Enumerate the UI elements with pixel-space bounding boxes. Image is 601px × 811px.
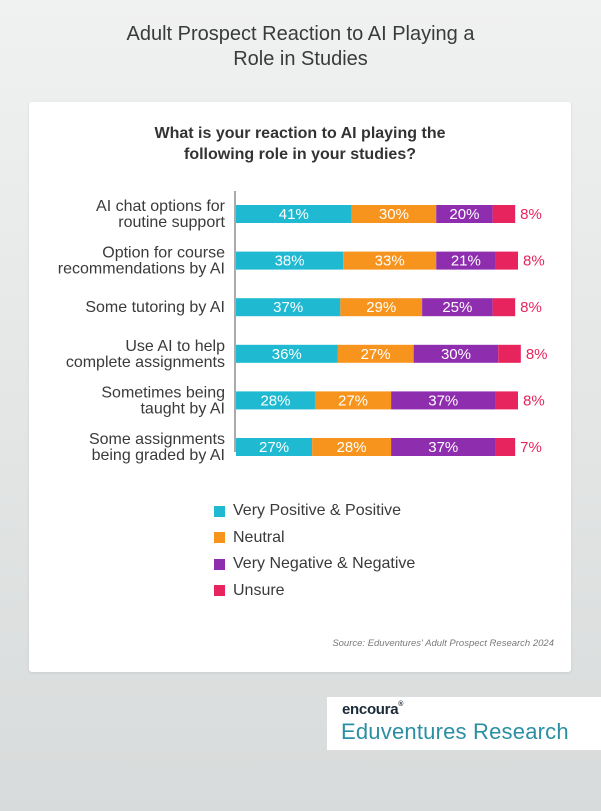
page-title: Adult Prospect Reaction to AI Playing a … [0,22,601,72]
bar-segment [391,438,496,456]
bar-segment [422,298,493,317]
page-title-line-2: Role in Studies [233,48,368,70]
bar-segment [236,205,352,223]
bar-segment [236,251,344,270]
source-note: Source: Eduventures' Adult Prospect Rese… [332,638,554,649]
legend-swatch [214,558,225,570]
data-label: 8% [526,346,548,363]
bar-segment [343,251,437,270]
category-label: Some tutoring by AI [85,299,225,316]
data-label: 41% [279,206,309,223]
bar-segment [351,205,437,223]
data-label: 30% [441,346,471,363]
data-label: 25% [442,299,472,316]
data-label: 8% [520,206,542,223]
data-label: 38% [275,253,305,270]
bar-segment [236,344,338,363]
data-label: 27% [361,346,391,363]
category-label: Option for course recommendations by AI [58,245,225,278]
legend-swatch [214,585,225,597]
data-label: 33% [375,253,405,270]
data-label: 8% [523,253,545,270]
data-label: 20% [449,206,479,223]
bar-segment [436,251,496,270]
data-label: 28% [260,392,290,409]
page-title-line-1: Adult Prospect Reaction to AI Playing a [126,23,475,45]
bar-segment [492,205,516,223]
data-label: 27% [338,392,368,409]
bar-segment [495,251,518,270]
bar-segment [312,438,392,456]
data-label: 21% [451,253,481,270]
data-label: 30% [379,206,409,223]
brand-logo: encoura® Eduventures Research [327,697,601,750]
bar-segment [236,298,341,317]
eduventures-logo: Eduventures Research [341,719,569,745]
bar-segment [495,438,516,456]
data-label: 37% [428,439,458,456]
data-label: 37% [428,392,458,409]
category-label: Use AI to help complete assignments [66,338,225,371]
bar-segment [498,344,521,363]
bar-segment [236,391,315,410]
data-label: 7% [520,439,542,456]
bar-segment [495,391,518,410]
data-label: 28% [337,439,367,456]
data-label: 8% [520,299,542,316]
stacked-bar-chart: AI chat options for routine support 41% 30%… [58,191,548,464]
bar-segment [337,344,414,363]
legend-item: Unsure [214,578,415,605]
legend-label: Neutral [233,528,285,546]
encoura-logo: encoura® [342,701,403,718]
bar-segment [340,298,423,317]
brand-reg-mark-1: ® [398,701,404,708]
legend-label: Very Positive & Positive [233,502,402,520]
data-label: 29% [366,299,396,316]
bar-segment [492,298,516,317]
bar-segment [236,438,313,456]
category-label: Sometimes being taught by AI [101,384,225,417]
data-label: 8% [523,392,545,409]
bar-segment [391,391,496,410]
data-label: 27% [259,439,289,456]
category-label: AI chat options for routine support [96,198,226,231]
legend-label: Very Negative & Negative [233,555,416,573]
chart-legend: Very Positive & Positive Neutral Very Nega… [214,498,415,604]
legend-swatch [214,532,225,544]
bar-segment [413,344,499,363]
data-label: 37% [273,299,303,316]
chart-title-line-2: following role in your studies? [183,146,416,163]
data-label: 36% [272,346,302,363]
legend-item: Neutral [214,525,415,552]
chart-card: What is your reaction to AI playing the … [29,102,571,672]
chart-title: What is your reaction to AI playing the … [29,123,571,165]
bar-segment [314,391,392,410]
bar-segment [436,205,493,223]
legend-item: Very Positive & Positive [214,498,415,525]
category-label: Some assignments being graded by AI [89,431,225,464]
legend-label: Unsure [233,581,285,599]
legend-item: Very Negative & Negative [214,551,415,578]
legend-swatch [214,505,225,517]
brand-line-2: Eduventures Research [341,719,569,744]
brand-line-1: encoura [342,701,399,718]
chart-title-line-1: What is your reaction to AI playing the [154,125,446,142]
